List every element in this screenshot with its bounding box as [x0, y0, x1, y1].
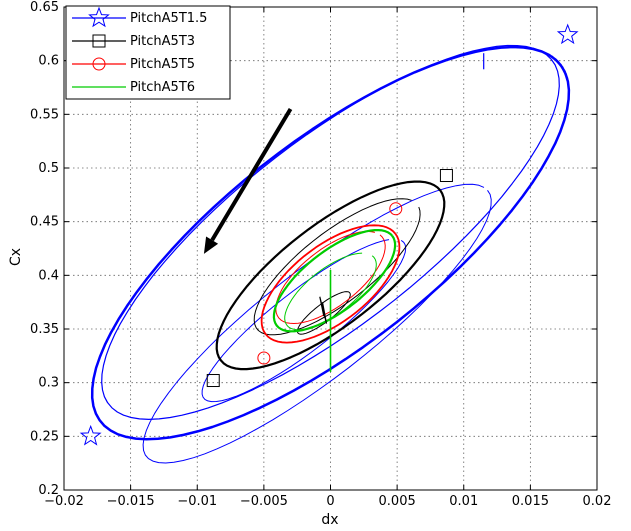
y-tick-labels: 0.2 0.25 0.3 0.35 0.4 0.45 0.5 0.55 0.6 0.65: [30, 0, 59, 498]
x-tick-label: 0.005: [379, 494, 416, 509]
legend-label-4: PitchA5T6: [130, 80, 195, 95]
series-PitchA5T6: [272, 229, 397, 372]
legend: PitchA5T1.5 PitchA5T3 PitchA5T5 PitchA5T…: [65, 5, 231, 100]
y-tick-label: 0.3: [38, 376, 59, 391]
direction-arrow-head-icon: [203, 236, 219, 254]
star-marker-icon: [556, 23, 579, 45]
series-line: [101, 44, 560, 420]
square-marker-icon: [439, 169, 453, 183]
legend-entry-4: PitchA5T6: [72, 80, 195, 95]
frame: [63, 6, 598, 491]
legend-label-3: PitchA5T5: [130, 57, 195, 72]
legend-entry-3: PitchA5T5: [72, 57, 195, 72]
series-line: [275, 230, 386, 324]
direction-arrow-shaft: [210, 107, 293, 242]
circle-marker-icon: [389, 202, 403, 216]
series-line: [284, 252, 377, 331]
legend-entry-1: PitchA5T1.5: [72, 6, 207, 28]
y-tick-label: 0.65: [30, 0, 59, 15]
series-line: [296, 291, 351, 335]
series-PitchA5T3: [206, 169, 453, 388]
series-line: [272, 229, 397, 333]
x-tick-label: −0.01: [177, 494, 217, 509]
series-line: [201, 239, 407, 403]
legend-marker-square-icon: [72, 34, 126, 48]
x-tick-label: 0: [326, 494, 334, 509]
x-axis-label: dx: [321, 512, 338, 528]
series-line: [253, 198, 421, 336]
x-tick-label: 0.015: [512, 494, 549, 509]
series-line: [260, 224, 401, 344]
axes-box: [63, 6, 598, 491]
star-marker-icon: [79, 424, 102, 446]
x-tick-label: −0.005: [240, 494, 288, 509]
y-tick-label: 0.35: [30, 322, 59, 337]
y-axis-label: Cx: [8, 248, 24, 266]
series-line: [142, 183, 492, 464]
circle-marker-icon: [92, 57, 106, 71]
x-tick-label: −0.02: [44, 494, 84, 509]
legend-entry-2: PitchA5T3: [72, 34, 195, 49]
legend-box: [65, 5, 231, 100]
y-tick-label: 0.2: [38, 483, 59, 498]
y-tick-label: 0.6: [38, 54, 59, 69]
series-PitchA5T1.5: [79, 23, 579, 464]
x-tick-label: 0.01: [449, 494, 478, 509]
circle-marker-icon: [257, 351, 271, 365]
y-tick-label: 0.45: [30, 215, 59, 230]
x-tick-label: −0.015: [107, 494, 155, 509]
y-tick-label: 0.25: [30, 429, 59, 444]
square-marker-icon: [206, 374, 220, 388]
plot-area: [79, 23, 579, 464]
y-tick-label: 0.4: [38, 268, 59, 283]
legend-marker-circle-icon: [72, 57, 126, 71]
series-spike: [319, 296, 328, 324]
y-tick-label: 0.5: [38, 161, 59, 176]
legend-label-2: PitchA5T3: [130, 34, 195, 49]
y-tick-label: 0.55: [30, 107, 59, 122]
x-tick-label: 0.02: [583, 494, 612, 509]
star-marker-icon: [88, 6, 110, 28]
series-line: [215, 180, 446, 371]
x-tick-labels: −0.02 −0.015 −0.01 −0.005 0 0.005 0.01 0.015 0.0…: [44, 494, 611, 509]
legend-label-1: PitchA5T1.5: [130, 11, 207, 26]
series-PitchA5T5: [257, 202, 403, 365]
legend-marker-star-icon: [72, 6, 126, 28]
square-marker-icon: [92, 34, 106, 48]
